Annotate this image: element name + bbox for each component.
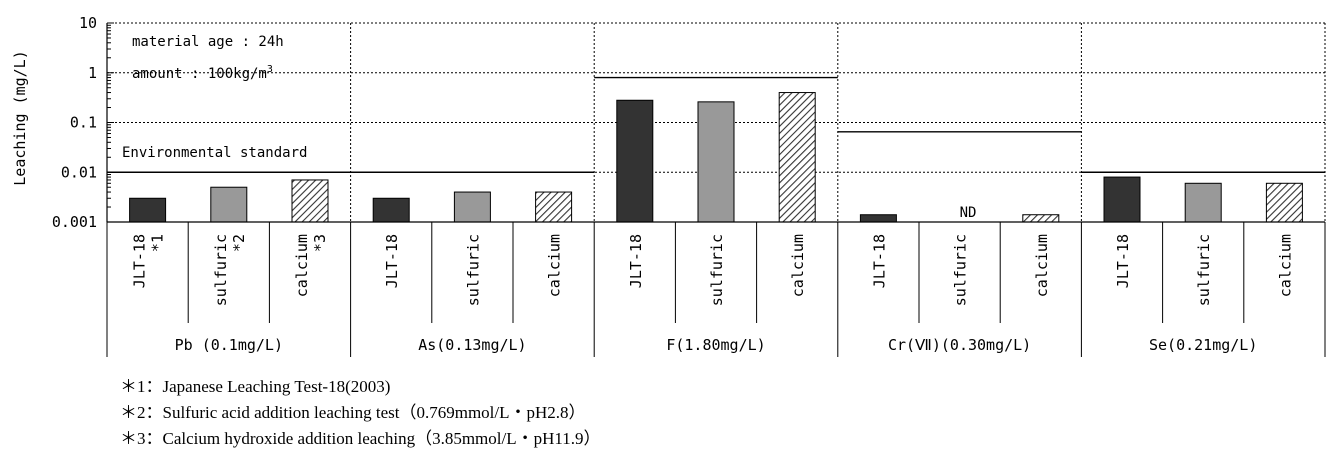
footnote-3: ＊3：Calcium hydroxide addition leaching（3…	[120, 429, 601, 448]
environmental-standard-label: Environmental standard	[122, 145, 307, 161]
sub-label-0-1: sulfuric	[212, 234, 230, 306]
sub-label-4-1: sulfuric	[1195, 234, 1213, 306]
bar-jlt18-3	[859, 214, 897, 223]
bar-calcium-3	[1022, 214, 1060, 223]
bar-sulfuric-0	[210, 186, 248, 223]
y-tick-label-2: 0.1	[70, 114, 97, 132]
sub-label-2-0: JLT-18	[627, 234, 645, 288]
sub-label-2-2: calcium	[789, 234, 807, 297]
amount-label: amount : 100kg/m3	[132, 64, 273, 82]
group-label-4: Se(0.21mg/L)	[1149, 336, 1257, 354]
amount-text: amount : 100kg/m	[132, 66, 267, 82]
axes	[106, 22, 1326, 357]
standard-lines	[107, 76, 1325, 173]
y-axis-label: Leaching (mg/L)	[11, 50, 29, 185]
nd-label: ND	[960, 205, 977, 221]
sub-label-0-1: *2	[230, 234, 248, 252]
group-label-0: Pb (0.1mg/L)	[175, 336, 283, 354]
group-label-3: Cr(Ⅶ)(0.30mg/L)	[888, 336, 1031, 354]
sub-label-3-2: calcium	[1033, 234, 1051, 297]
sub-label-1-1: sulfuric	[464, 234, 482, 306]
sub-label-1-0: JLT-18	[383, 234, 401, 288]
sub-label-0-2: calcium	[293, 234, 311, 297]
bar-jlt18-2	[616, 99, 654, 223]
bar-calcium-4	[1265, 182, 1303, 223]
bars	[129, 92, 1303, 223]
sub-label-1-2: calcium	[546, 234, 564, 297]
bar-jlt18-1	[372, 197, 410, 223]
footnote-2: ＊2：Sulfuric acid addition leaching test（…	[120, 403, 586, 422]
y-tick-labels: 10 1 0.1 0.01 0.001	[52, 14, 97, 231]
group-labels: Pb (0.1mg/L) As(0.13mg/L) F(1.80mg/L) Cr(Ⅶ)…	[175, 336, 1258, 354]
amount-superscript: 3	[267, 64, 273, 75]
sub-labels: JLT-18 *1 sulfuric *2 calcium *3 JLT-18 sulfuri…	[131, 234, 1295, 306]
group-label-2: F(1.80mg/L)	[666, 336, 765, 354]
y-tick-label-4: 0.001	[52, 213, 97, 231]
bar-sulfuric-2	[697, 101, 735, 223]
material-age-label: material age : 24h	[132, 34, 284, 50]
sub-label-3-1: sulfuric	[952, 234, 970, 306]
y-tick-label-3: 0.01	[61, 163, 97, 181]
bar-sulfuric-4	[1184, 182, 1222, 223]
sub-label-2-1: sulfuric	[708, 234, 726, 306]
bar-calcium-1	[535, 191, 573, 223]
bar-sulfuric-1	[453, 191, 491, 223]
footnote-1: ＊1：Japanese Leaching Test-18(2003)	[120, 377, 390, 396]
bar-jlt18-4	[1103, 176, 1141, 223]
bar-calcium-0	[291, 179, 329, 223]
bar-jlt18-0	[129, 197, 167, 223]
sub-label-4-2: calcium	[1276, 234, 1294, 297]
bar-calcium-2	[778, 92, 816, 223]
sub-label-4-0: JLT-18	[1114, 234, 1132, 288]
sub-label-3-0: JLT-18	[870, 234, 888, 288]
sub-label-0-0: *1	[149, 234, 167, 252]
sub-label-0-0: JLT-18	[131, 234, 149, 288]
group-label-1: As(0.13mg/L)	[418, 336, 526, 354]
y-tick-label-0: 10	[79, 14, 97, 32]
y-tick-label-1: 1	[88, 64, 97, 82]
sub-label-0-2: *3	[311, 234, 329, 252]
